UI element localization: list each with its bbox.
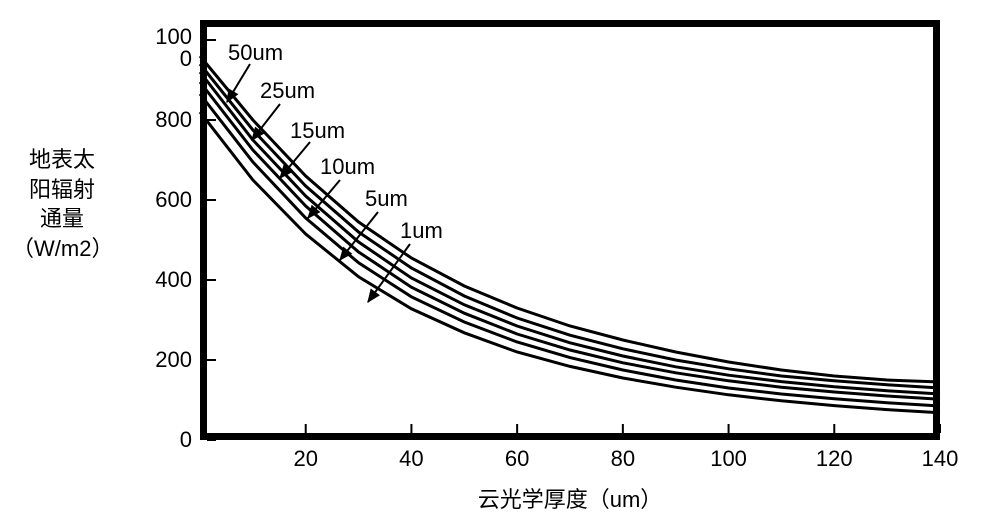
series-label-10um: 10um: [320, 154, 375, 180]
y-tick-label: 600: [155, 187, 192, 213]
y-tick-label: 200: [155, 347, 192, 373]
y-tick-label: 800: [155, 107, 192, 133]
x-axis-label-text: 云光学厚度（um）: [478, 487, 663, 512]
y-tick-label-stacked: 1000: [155, 26, 192, 70]
series-label-1um: 1um: [400, 218, 443, 244]
series-label-5um: 5um: [365, 186, 408, 212]
series-label-15um: 15um: [290, 118, 345, 144]
x-tick-label: 140: [920, 446, 960, 472]
x-axis-label: 云光学厚度（um）: [420, 482, 720, 514]
series-label-50um: 50um: [228, 40, 283, 66]
x-tick-label: 100: [709, 446, 749, 472]
y-tick-label: 0: [180, 427, 192, 453]
x-tick-label: 20: [286, 446, 326, 472]
x-tick-label: 60: [497, 446, 537, 472]
chart-container: 地表太 阳辐射 通量 （W/m2） 云光学厚度（um） 204060801001…: [0, 0, 1000, 526]
x-tick-label: 80: [603, 446, 643, 472]
x-tick-label: 40: [391, 446, 431, 472]
series-label-25um: 25um: [260, 78, 315, 104]
y-tick-label: 400: [155, 267, 192, 293]
x-tick-label: 120: [814, 446, 854, 472]
